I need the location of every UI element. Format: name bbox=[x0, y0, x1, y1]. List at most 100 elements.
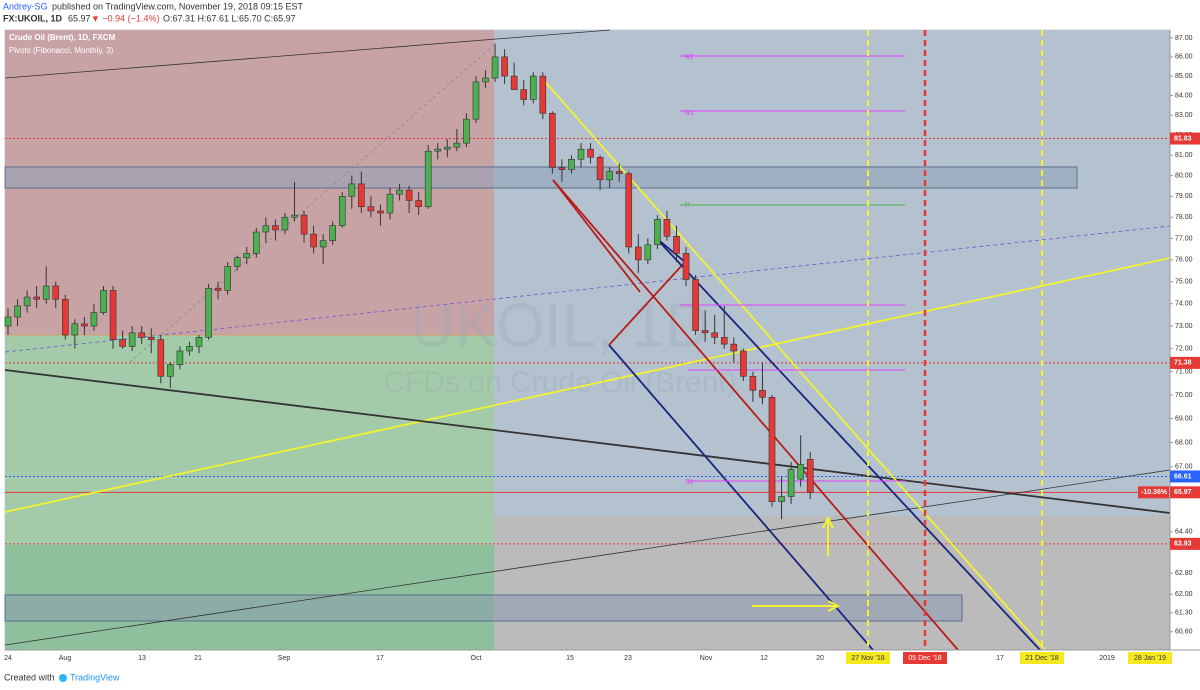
candle-body bbox=[453, 142, 461, 148]
pivot-label: S1 bbox=[685, 479, 694, 486]
trend-line-black bbox=[4, 369, 1171, 514]
candle-body bbox=[654, 219, 661, 246]
candle-body bbox=[262, 225, 270, 233]
y-tick-label: 78.00 bbox=[1175, 214, 1193, 221]
x-tick-label: 15 bbox=[566, 655, 574, 662]
pivot-label: R2 bbox=[685, 54, 694, 61]
y-tick-label: 69.00 bbox=[1175, 415, 1193, 422]
author[interactable]: Andrey-SG bbox=[3, 1, 48, 11]
zone-green bbox=[5, 335, 494, 545]
price-tag bbox=[1170, 537, 1200, 550]
candle-body bbox=[300, 214, 308, 235]
x-tick-label: 13 bbox=[138, 655, 146, 662]
downtrend-yellow bbox=[540, 76, 1046, 651]
y-tick-label: 73.00 bbox=[1175, 323, 1193, 330]
date-marker-label: 05 Dec '18 bbox=[908, 655, 941, 662]
candle-body bbox=[319, 240, 327, 248]
channel-upper bbox=[654, 236, 1041, 651]
x-tick-label: 17 bbox=[376, 655, 384, 662]
y-tick-label: 83.00 bbox=[1175, 112, 1193, 119]
candle-body bbox=[4, 316, 12, 327]
candle-body bbox=[167, 364, 174, 377]
box-lower bbox=[4, 594, 963, 622]
date-marker-label: 27 Nov '18 bbox=[851, 655, 884, 662]
y-tick-label: 72.00 bbox=[1175, 346, 1193, 353]
price-tag bbox=[1170, 356, 1200, 369]
arrow-right bbox=[752, 600, 841, 612]
last-price: 65.97 bbox=[68, 13, 91, 23]
zone-gray bbox=[494, 516, 1170, 650]
drawings bbox=[4, 29, 1171, 651]
candle-body bbox=[529, 75, 537, 100]
candle-body bbox=[749, 375, 757, 391]
ohlc: O:67.31 H:67.61 L:65.70 C:65.97 bbox=[163, 13, 296, 23]
candle-body bbox=[329, 225, 337, 241]
indicator-label: Pivots (Fibonacci, Monthly, 3) bbox=[9, 46, 114, 55]
footer-logo bbox=[59, 674, 67, 682]
candle-body bbox=[100, 290, 107, 313]
candle-body bbox=[644, 244, 652, 261]
candle-body bbox=[358, 183, 365, 208]
candle-body bbox=[23, 296, 31, 307]
y-tick-label: 87.00 bbox=[1175, 35, 1193, 42]
candle-body bbox=[109, 290, 117, 340]
price-tag-label: 66.61 bbox=[1174, 473, 1192, 480]
y-tick-label: 86.00 bbox=[1175, 54, 1193, 61]
candle-body bbox=[482, 77, 489, 83]
candle-body bbox=[33, 296, 40, 300]
footer-brand[interactable]: TradingView bbox=[70, 672, 120, 682]
candle-body bbox=[243, 253, 251, 259]
candle-body bbox=[186, 346, 193, 352]
candle-body bbox=[730, 343, 738, 352]
x-tick-label: 12 bbox=[760, 655, 768, 662]
candle-body bbox=[615, 171, 623, 174]
watermark-desc: CFDs on Crude Oil (Brent) bbox=[383, 366, 736, 399]
price-tag bbox=[1170, 132, 1200, 145]
x-tick-label: 24 bbox=[4, 655, 12, 662]
y-tick-label: 85.00 bbox=[1175, 73, 1193, 80]
candle-body bbox=[501, 56, 508, 77]
y-tick-label: 62.80 bbox=[1175, 570, 1193, 577]
candle-body bbox=[224, 266, 231, 291]
candle-body bbox=[310, 233, 317, 248]
candle-body bbox=[634, 246, 642, 261]
candle-body bbox=[367, 206, 375, 212]
candle-body bbox=[759, 389, 766, 398]
y-tick-label: 75.00 bbox=[1175, 278, 1193, 285]
y-tick-label: 62.00 bbox=[1175, 591, 1193, 598]
y-tick-label: 60.60 bbox=[1175, 629, 1193, 636]
candle-body bbox=[778, 496, 785, 502]
date-marker bbox=[903, 652, 947, 664]
x-tick-label: 17 bbox=[996, 655, 1004, 662]
candle-body bbox=[147, 337, 155, 340]
candle-body bbox=[205, 287, 212, 338]
candle-body bbox=[491, 56, 499, 79]
candle-body bbox=[472, 81, 480, 120]
candle-body bbox=[463, 118, 470, 144]
x-tick-label: Aug bbox=[59, 655, 72, 662]
y-tick-label: 71.00 bbox=[1175, 368, 1193, 375]
footer-created: Created with bbox=[4, 672, 55, 682]
x-tick-label: Nov bbox=[700, 655, 713, 662]
channel-lower bbox=[608, 344, 874, 651]
date-marker bbox=[846, 652, 890, 664]
candle-body bbox=[673, 235, 680, 254]
candle-body bbox=[539, 75, 547, 114]
candle-body bbox=[692, 279, 699, 331]
candle-body bbox=[510, 75, 518, 90]
candle-body bbox=[577, 148, 585, 160]
price-tag-label: 71.38 bbox=[1174, 360, 1192, 367]
y-tick-label: 67.00 bbox=[1175, 464, 1193, 471]
candle-body bbox=[176, 350, 184, 366]
published: published on TradingView.com, November 1… bbox=[52, 1, 303, 11]
trend-line bbox=[4, 29, 611, 79]
price-tag-label: 63.93 bbox=[1174, 541, 1192, 548]
candle-body bbox=[338, 196, 346, 226]
arrow-up bbox=[822, 515, 834, 556]
candle-body bbox=[138, 332, 145, 338]
candle-body bbox=[253, 231, 260, 254]
candle-body bbox=[90, 312, 98, 327]
candle-body bbox=[682, 253, 690, 280]
